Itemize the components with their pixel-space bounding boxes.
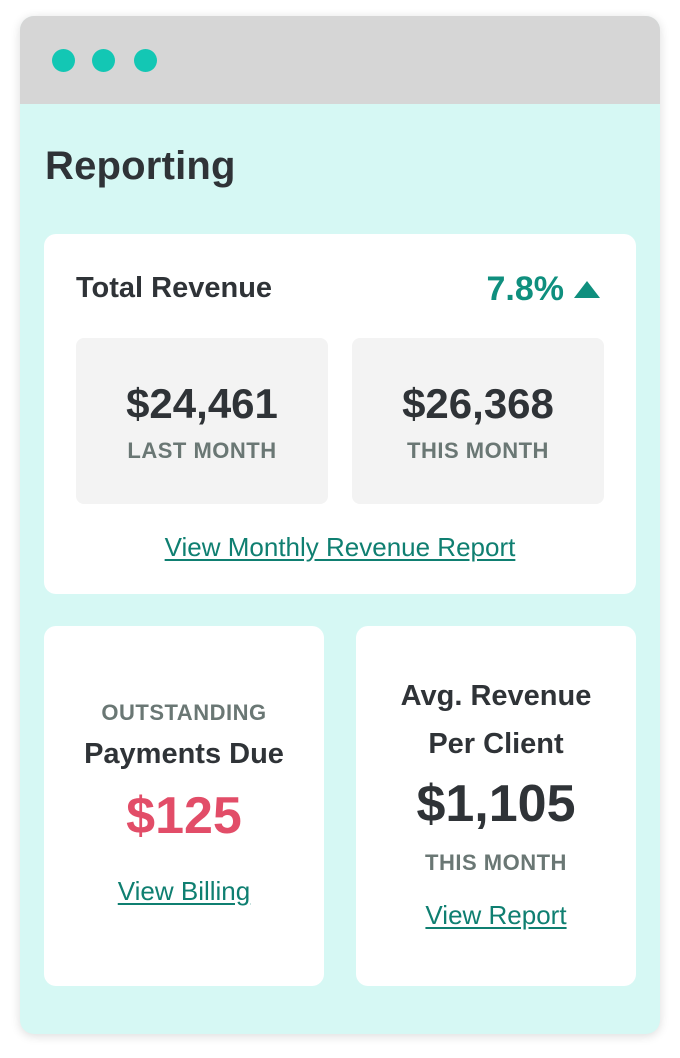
window-titlebar [20, 16, 660, 104]
avg-revenue-card: Avg. Revenue Per Client $1,105 THIS MONT… [356, 626, 636, 986]
avg-revenue-period-label: THIS MONTH [425, 850, 567, 875]
avg-revenue-amount: $1,105 [416, 775, 576, 833]
window-dot-icon[interactable] [92, 49, 115, 72]
triangle-up-icon [574, 281, 600, 298]
app-window: Reporting Total Revenue 7.8% $24,461 LAS… [20, 16, 660, 1034]
page-title: Reporting [45, 144, 236, 188]
last-month-box: $24,461 LAST MONTH [76, 338, 328, 504]
avg-revenue-title-line1: Avg. Revenue [400, 680, 592, 712]
view-billing-link-wrap: View Billing [44, 876, 324, 907]
total-revenue-title: Total Revenue [76, 272, 273, 304]
revenue-change-value: 7.8% [486, 270, 565, 308]
view-report-link-wrap: View Report [356, 900, 636, 931]
revenue-change: 7.8% [486, 270, 600, 309]
view-report-link[interactable]: View Report [425, 900, 567, 930]
last-month-label: LAST MONTH [127, 438, 277, 463]
last-month-value: $24,461 [126, 380, 278, 427]
payments-due-amount: $125 [126, 787, 242, 845]
outstanding-overline: OUTSTANDING [101, 700, 267, 725]
window-dot-icon[interactable] [134, 49, 157, 72]
monthly-report-link-wrap: View Monthly Revenue Report [44, 532, 636, 563]
view-monthly-revenue-report-link[interactable]: View Monthly Revenue Report [164, 532, 516, 562]
outstanding-payments-card: OUTSTANDING Payments Due $125 View Billi… [44, 626, 324, 986]
this-month-value: $26,368 [402, 380, 554, 427]
total-revenue-card: Total Revenue 7.8% $24,461 LAST MONTH $2… [44, 234, 636, 594]
avg-revenue-title-line2: Per Client [428, 728, 564, 760]
window-dot-icon[interactable] [52, 49, 75, 72]
view-billing-link[interactable]: View Billing [117, 876, 251, 906]
this-month-box: $26,368 THIS MONTH [352, 338, 604, 504]
payments-due-title: Payments Due [84, 738, 284, 770]
this-month-label: THIS MONTH [407, 438, 549, 463]
